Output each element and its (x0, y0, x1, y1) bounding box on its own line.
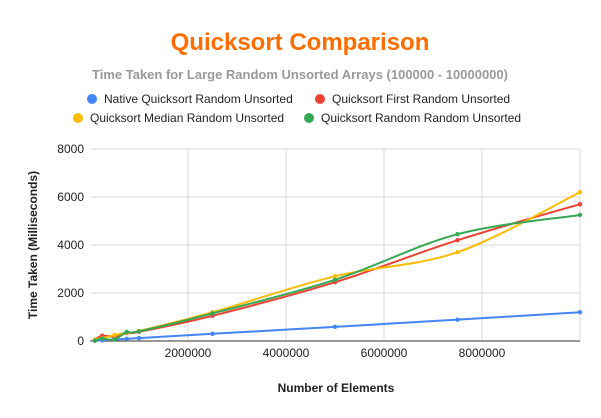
legend-swatch (73, 113, 83, 123)
data-point (577, 190, 583, 195)
legend-label: Quicksort Median Random Unsorted (90, 111, 284, 125)
legend-swatch (315, 94, 325, 104)
legend-item: Quicksort Median Random Unsorted (73, 111, 284, 125)
series-2 (92, 202, 583, 342)
legend-swatch (304, 113, 314, 123)
y-tick-label: 2000 (57, 286, 84, 300)
data-point (124, 336, 129, 342)
data-point (136, 329, 142, 334)
data-point (332, 324, 338, 330)
data-point (455, 238, 460, 243)
legend: Native Quicksort Random Unsorted Quicksor… (73, 92, 521, 125)
x-tick-label: 4000000 (263, 346, 310, 360)
data-point (577, 212, 583, 218)
data-point (112, 332, 117, 338)
data-point (455, 250, 460, 255)
chart-title: Quicksort Comparison (171, 29, 430, 56)
series-line (94, 214, 581, 342)
data-point (455, 317, 460, 322)
series-3 (92, 190, 583, 342)
data-point (136, 335, 142, 341)
data-point (112, 337, 117, 342)
gridlines (90, 148, 581, 341)
data-point (100, 336, 105, 341)
y-tick-label: 0 (77, 334, 84, 348)
legend-label: Quicksort First Random Unsorted (332, 92, 510, 106)
legend-item: Quicksort Random Random Unsorted (304, 111, 521, 125)
x-tick-label: 2000000 (165, 346, 212, 360)
tick-labels: 0 2000 4000 6000 8000 2000000 4000000 6000000 80… (57, 142, 505, 360)
series-4 (92, 212, 583, 343)
chart-subtitle: Time Taken for Large Random Unsorted Arr… (92, 67, 508, 82)
legend-swatch (87, 94, 97, 104)
data-point (332, 274, 338, 279)
y-tick-label: 8000 (57, 142, 84, 156)
data-point (210, 311, 215, 316)
data-point (577, 202, 583, 207)
data-point (210, 331, 215, 336)
x-tick-label: 6000000 (361, 346, 408, 360)
data-point (92, 338, 98, 343)
data-point (332, 277, 338, 282)
legend-item: Quicksort First Random Unsorted (315, 92, 510, 106)
data-point (577, 310, 583, 315)
legend-label: Native Quicksort Random Unsorted (104, 92, 293, 106)
x-axis-label: Number of Elements (278, 381, 395, 395)
y-tick-label: 6000 (57, 190, 84, 204)
legend-item: Native Quicksort Random Unsorted (87, 92, 293, 106)
series-layer (92, 190, 583, 343)
y-axis-label: Time Taken (Milliseconds) (26, 171, 40, 319)
data-point (455, 232, 460, 237)
y-tick-label: 4000 (57, 238, 84, 252)
data-point (124, 329, 129, 335)
x-tick-label: 8000000 (459, 346, 506, 360)
legend-label: Quicksort Random Random Unsorted (321, 111, 521, 125)
